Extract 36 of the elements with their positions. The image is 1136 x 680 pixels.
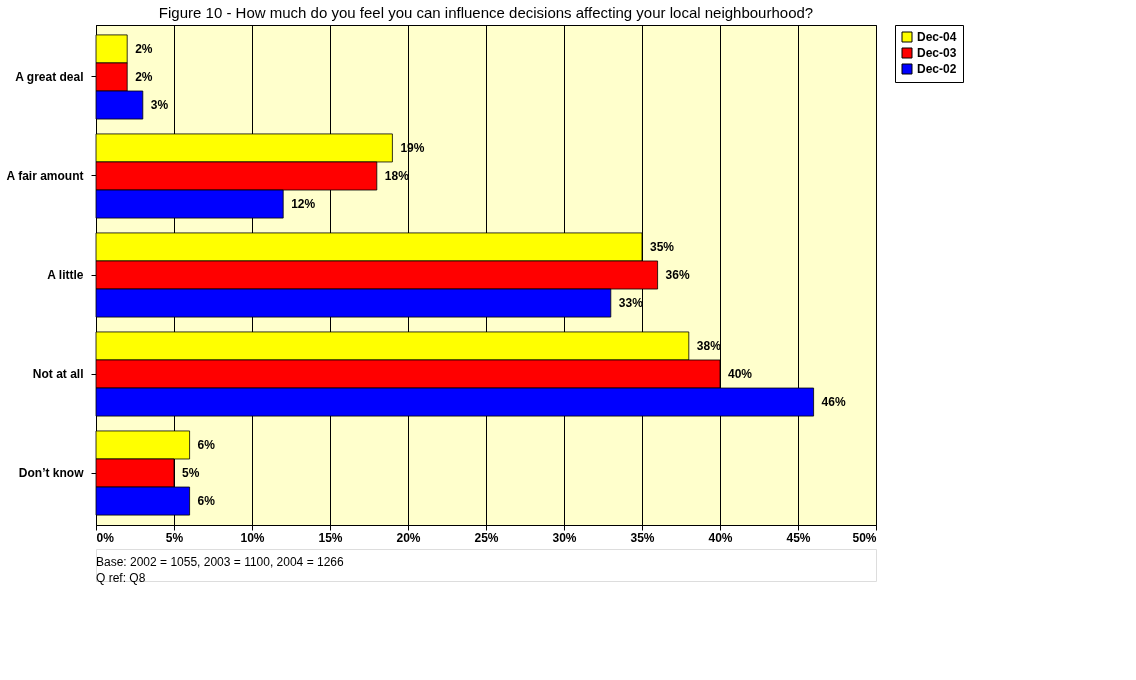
x-tick-label: 0%: [96, 530, 115, 545]
data-label: 33%: [618, 296, 644, 311]
y-tick-label: A fair amount: [6, 168, 84, 183]
data-label: 6%: [197, 494, 216, 509]
x-tick-label: 25%: [474, 530, 499, 545]
data-label: 18%: [384, 168, 410, 183]
x-tick-label: 10%: [240, 530, 265, 545]
legend-label: Dec-03: [917, 46, 957, 60]
x-tick-label: 45%: [786, 530, 811, 545]
x-tick-label: 50%: [852, 530, 877, 545]
legend-label: Dec-04: [917, 30, 957, 44]
data-label: 6%: [197, 437, 216, 452]
data-label: 38%: [696, 338, 722, 353]
data-label: 35%: [650, 239, 675, 254]
x-tick-label: 20%: [396, 530, 421, 545]
data-label: 2%: [135, 41, 153, 56]
legend-label: Dec-02: [917, 62, 957, 76]
data-label: 46%: [821, 395, 846, 410]
y-tick-label: Not at all: [32, 367, 84, 382]
data-label: 36%: [665, 268, 690, 282]
text: Base: 2002 = 1055, 2003 = 1100, 2004 = 1266: [96, 555, 344, 569]
x-tick-label: 40%: [708, 530, 733, 545]
x-tick-label: 5%: [165, 530, 184, 545]
chart-title: Figure 10 - How much do you feel you can influence decisions affecting your local neighbourhood?: [158, 4, 814, 21]
y-tick-label: Don’t know: [18, 466, 85, 481]
data-label: 2%: [135, 69, 153, 84]
data-label: 40%: [728, 367, 753, 382]
x-tick-label: 15%: [318, 530, 343, 545]
y-tick-label: A little: [47, 268, 84, 282]
x-tick-label: 35%: [630, 530, 655, 545]
data-label: 3%: [150, 98, 169, 113]
text: Q ref: Q8: [96, 571, 146, 585]
data-label: 12%: [291, 197, 316, 212]
data-label: 5%: [182, 466, 200, 481]
y-tick-label: A great deal: [15, 69, 84, 84]
x-tick-label: 30%: [552, 530, 577, 545]
